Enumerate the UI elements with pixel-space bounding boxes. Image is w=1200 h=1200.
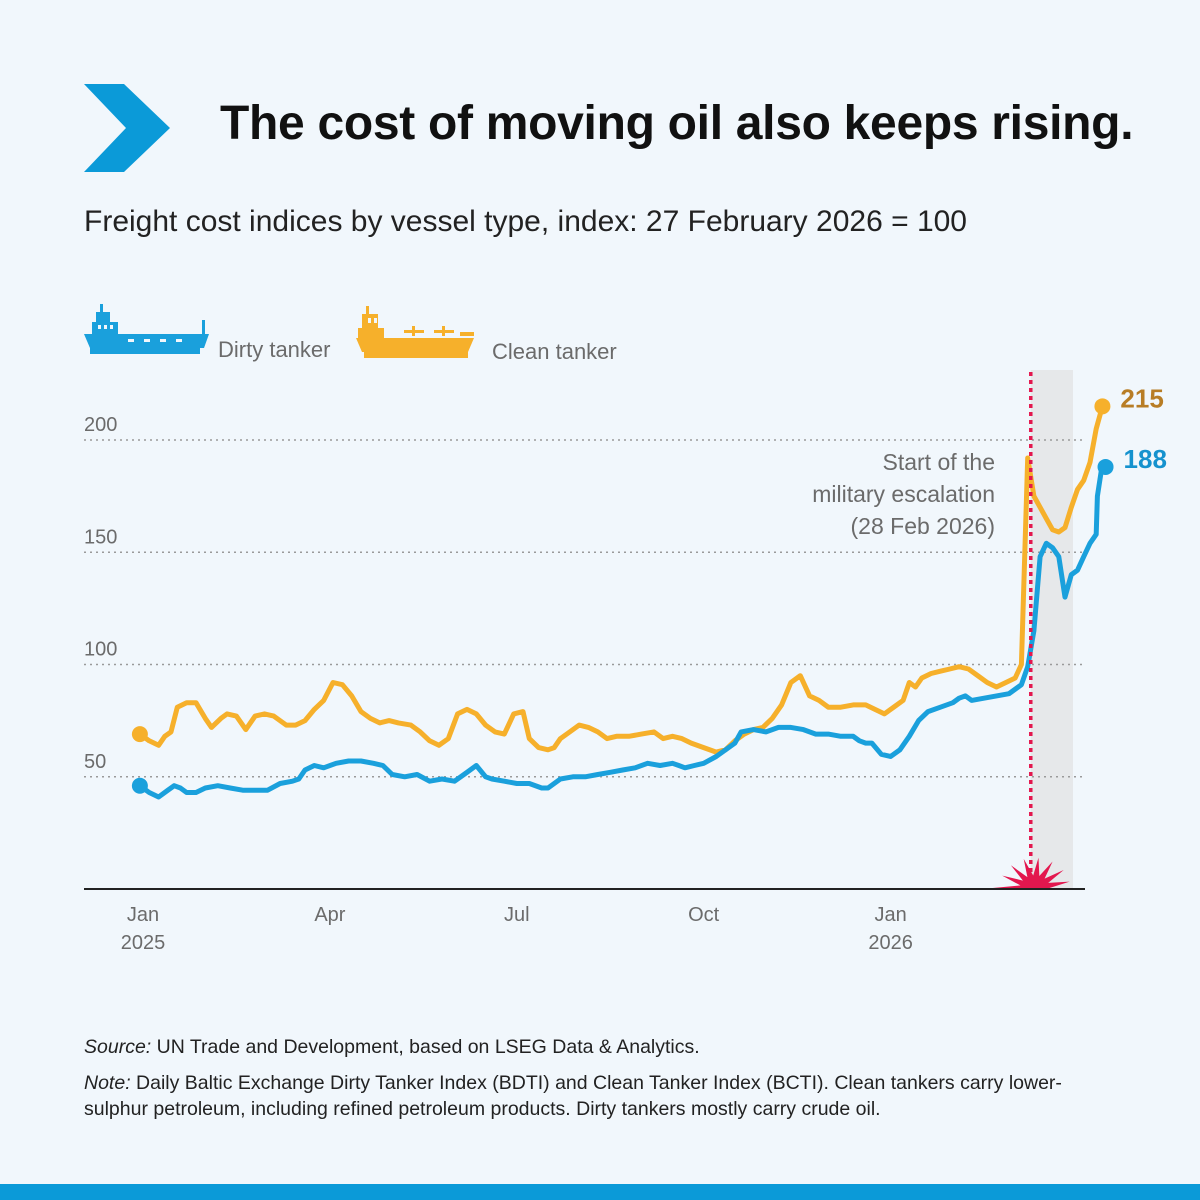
- source-label: Source:: [84, 1036, 152, 1058]
- y-tick-label: 200: [84, 414, 117, 436]
- dirty-tanker-ship-icon: [84, 304, 209, 354]
- clean-tanker-ship-icon: [356, 306, 474, 358]
- ship-part: [364, 352, 468, 358]
- x-tick-label: Jul: [504, 904, 530, 926]
- clean-tanker-line: [137, 403, 1105, 755]
- y-tick-label: 100: [84, 639, 117, 661]
- ship-window: [98, 325, 101, 329]
- ship-part: [366, 306, 369, 314]
- ship-window: [176, 339, 182, 342]
- escalation-annotation: Start of the: [882, 449, 995, 475]
- ship-window: [160, 339, 166, 342]
- clean-tanker-end-label: 215: [1120, 383, 1163, 413]
- legend-label-clean: Clean tanker: [492, 339, 617, 364]
- source-note: Source: UN Trade and Development, based …: [84, 1034, 1124, 1060]
- note-text: Daily Baltic Exchange Dirty Tanker Index…: [84, 1072, 1062, 1121]
- chart-subtitle: Freight cost indices by vessel type, ind…: [84, 205, 967, 238]
- x-tick-label: Jan: [127, 904, 159, 926]
- legend-label-dirty: Dirty tanker: [218, 337, 330, 362]
- source-text: UN Trade and Development, based on LSEG …: [151, 1036, 700, 1058]
- ship-window: [128, 339, 134, 342]
- bottom-accent-bar: [0, 1184, 1200, 1200]
- note-label: Note:: [84, 1072, 131, 1094]
- x-tick-sublabel: 2026: [868, 932, 913, 954]
- ship-part: [460, 332, 474, 336]
- dirty-tanker-line: [137, 464, 1108, 800]
- freight-cost-chart: 50 100 150 200 Dirty tanker Clean tanker 215…: [84, 304, 1167, 954]
- ship-window: [144, 339, 150, 342]
- ship-part: [358, 328, 384, 338]
- ship-part: [96, 312, 110, 322]
- ship-window: [374, 318, 377, 323]
- ship-part: [442, 326, 445, 336]
- ship-window: [110, 325, 113, 329]
- y-tick-label: 50: [84, 751, 106, 773]
- x-tick-label: Apr: [314, 904, 345, 926]
- x-tick-sublabel: 2025: [121, 932, 166, 954]
- page-title: The cost of moving oil also keeps rising…: [220, 97, 1134, 150]
- dirty-tanker-start-point: [131, 777, 148, 794]
- ship-part: [90, 348, 200, 354]
- dirty-tanker-end-point: [1097, 458, 1114, 475]
- explosion-icon: [992, 857, 1070, 888]
- ship-window: [104, 325, 107, 329]
- post-escalation-shade: [1030, 370, 1073, 889]
- ship-part: [202, 320, 205, 334]
- chevron-logo-icon: [84, 84, 170, 172]
- ship-window: [368, 318, 371, 323]
- ship-part: [412, 326, 415, 336]
- clean-tanker-start-point: [131, 726, 148, 743]
- ship-part: [356, 338, 474, 352]
- x-tick-label: Oct: [688, 904, 720, 926]
- method-note: Note: Daily Baltic Exchange Dirty Tanker…: [84, 1070, 1124, 1123]
- escalation-annotation: military escalation: [812, 481, 995, 507]
- escalation-annotation: (28 Feb 2026): [851, 513, 995, 539]
- ship-part: [100, 304, 103, 312]
- y-tick-label: 150: [84, 526, 117, 548]
- dirty-tanker-end-label: 188: [1124, 444, 1167, 474]
- x-tick-label: Jan: [874, 904, 906, 926]
- clean-tanker-end-point: [1094, 398, 1111, 415]
